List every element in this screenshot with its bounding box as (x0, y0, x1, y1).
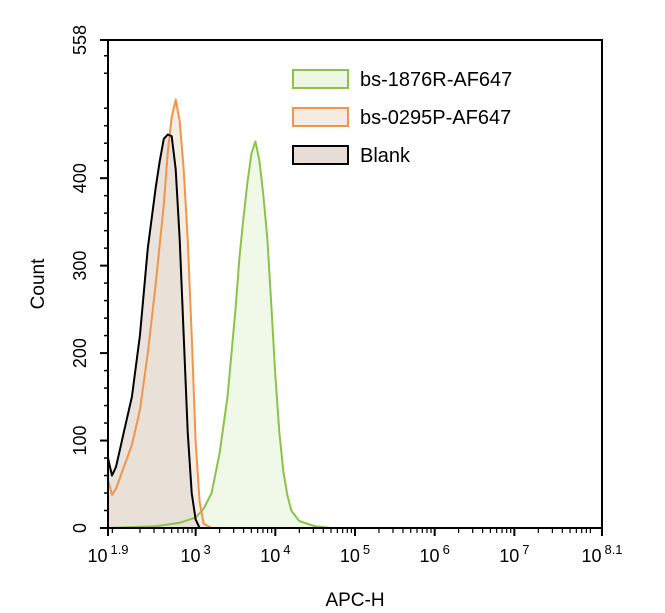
series-fill-0 (108, 141, 332, 528)
y-axis-title: Count (28, 258, 49, 309)
x-tick-label-0: 10 1.9 (87, 542, 128, 566)
x-tick-label-6: 10 8.1 (581, 542, 622, 566)
series-line-2 (107, 133, 201, 529)
x-tick-label-4: 10 6 (420, 542, 450, 566)
y-tick-label-2: 200 (70, 338, 90, 368)
series-layer (107, 98, 332, 529)
axes-layer: 0 100 200 300 400 558 10 1.9 10 3 10 4 10 5 10 6 10 7 10 8.… (70, 25, 623, 566)
x-axis-title: APC-H (325, 590, 384, 611)
legend-label-1: bs-0295P-AF647 (360, 107, 511, 129)
legend-swatch-0 (292, 69, 349, 89)
y-tick-label-0: 0 (70, 523, 90, 533)
y-tick-label-4: 400 (70, 163, 90, 193)
series-line-0 (107, 140, 332, 529)
legend-swatch-1 (292, 107, 349, 127)
legend-label-2: Blank (360, 145, 411, 167)
y-tick-label-1: 100 (70, 426, 90, 456)
y-tick-label-3: 300 (70, 251, 90, 281)
legend: bs-1876R-AF647 bs-0295P-AF647 Blank (292, 69, 512, 167)
series-fill-2 (108, 134, 200, 528)
x-tick-label-5: 10 7 (499, 542, 529, 566)
x-tick-label-3: 10 5 (340, 542, 370, 566)
x-tick-label-1: 10 3 (181, 542, 211, 566)
legend-label-0: bs-1876R-AF647 (360, 69, 512, 91)
y-tick-label-5: 558 (70, 25, 90, 55)
legend-swatch-2 (292, 145, 349, 165)
x-tick-label-2: 10 4 (260, 542, 290, 566)
